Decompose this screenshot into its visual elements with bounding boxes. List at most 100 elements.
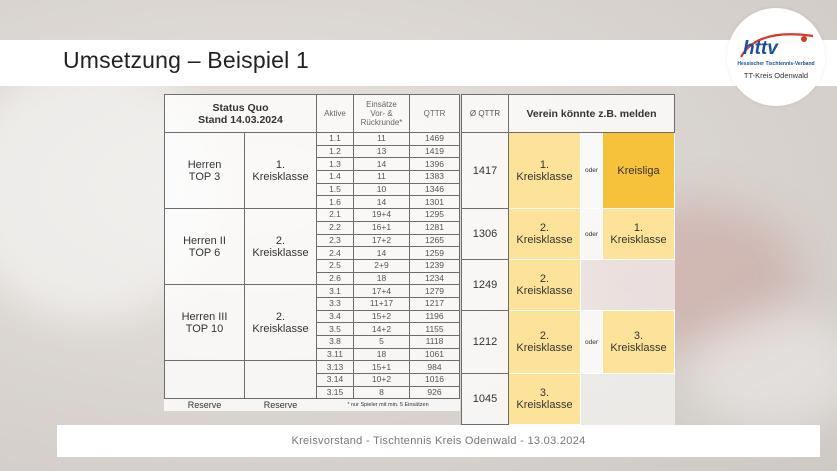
qttr-value: 1295 (409, 208, 460, 222)
player-position: 3.8 (316, 335, 354, 349)
player-position: 3.5 (316, 322, 354, 336)
recommendation-row: 1417 1. Kreisklasse oder Kreisliga (461, 131, 675, 210)
player-position: 2.1 (316, 208, 354, 222)
option-label: 3. (539, 387, 550, 400)
team-label: Herren III (181, 310, 228, 323)
recommendation-row: 1249 2. Kreisklasse (461, 258, 675, 311)
player-position: 2.6 (316, 271, 354, 286)
table-row: 3.5 14+2 1155 (165, 322, 460, 336)
einsaetze-value: 13 (353, 144, 410, 159)
qttr-value: 1239 (409, 258, 460, 273)
einsaetze-header: Einsätze Vor- & Rückrunde* (353, 94, 410, 133)
option-label: 2. (539, 330, 550, 343)
einsaetze-value: 14 (353, 157, 410, 172)
player-position: 1.2 (316, 144, 354, 159)
avg-qttr-value: 1249 (461, 258, 509, 311)
qttr-value: 1469 (409, 132, 460, 146)
option-label: Kreisklasse (516, 170, 573, 183)
avg-qttr-value: 1417 (461, 131, 509, 210)
table-row: 3.8 5 1118 (165, 335, 460, 349)
empty-cell (244, 360, 317, 400)
qttr-value: 1234 (409, 271, 460, 286)
einsaetze-value: 15+2 (353, 309, 410, 324)
option-label: Kreisklasse (610, 234, 667, 247)
avg-qttr-value: 1045 (461, 373, 509, 426)
title-bar (0, 40, 837, 86)
team-label: Herren II (183, 234, 226, 247)
qttr-value: 1061 (409, 347, 460, 362)
einsaetze-value: 11+17 (353, 296, 410, 311)
qttr-value: 1301 (409, 195, 460, 210)
player-position: 1.6 (316, 195, 354, 210)
einsaetze-value: 11 (353, 132, 410, 146)
qttr-value: 1155 (409, 322, 460, 336)
qttr-value: 1265 (409, 233, 460, 248)
league-label: 2. (275, 234, 286, 247)
einsaetze-value: 10 (353, 182, 410, 197)
team-cell: Herren III TOP 10 (164, 284, 245, 362)
player-position: 3.4 (316, 309, 354, 324)
aktive-header: Aktive (316, 94, 354, 133)
qttr-value: 1419 (409, 144, 460, 159)
player-position: 2.3 (316, 233, 354, 248)
league-label: 1. (275, 158, 286, 171)
qttr-value: 1346 (409, 182, 460, 197)
table-row: 2.2 16+1 1281 (165, 220, 460, 235)
einsaetze-value: 18 (353, 271, 410, 286)
player-position: 3.15 (316, 385, 354, 400)
qttr-value: 1016 (409, 373, 460, 387)
team-label: TOP 6 (188, 246, 221, 259)
qttr-value: 1196 (409, 309, 460, 324)
logo-mark-text: httv (743, 38, 779, 59)
oder-label: oder (580, 208, 603, 260)
option-label: 1. (539, 158, 550, 171)
league-label: Kreisklasse (252, 246, 309, 259)
option-label: Kreisklasse (516, 342, 573, 355)
option-label: 2. (539, 272, 550, 285)
player-position: 3.11 (316, 347, 354, 362)
avg-qttr-value: 1306 (461, 208, 509, 260)
recommendation-row: 1306 2. Kreisklasse oder 1. Kreisklasse (461, 208, 675, 260)
league-label: 2. (275, 310, 286, 323)
team-label: TOP 10 (185, 322, 224, 335)
table-row: 2.3 17+2 1265 (165, 233, 460, 248)
option-league: 3. Kreisklasse (508, 373, 581, 426)
table-row: 1.2 13 1419 (165, 144, 460, 159)
player-position: 3.13 (316, 360, 354, 375)
table-row: 2.4 14 1259 (165, 246, 460, 260)
option-league: 1. Kreisklasse (508, 131, 581, 210)
qttr-value: 926 (409, 385, 460, 400)
oder-label: oder (580, 131, 603, 210)
player-position: 1.4 (316, 170, 354, 184)
option-label: 2. (539, 222, 550, 235)
empty-cell (580, 373, 675, 425)
footnote: * nur Spieler mit min. 5 Einsätzen (347, 402, 429, 409)
qttr-value: 1118 (409, 335, 460, 349)
status-quo-table: Status Quo Stand 14.03.2024 Aktive Einsä… (164, 94, 460, 411)
empty-cell (164, 360, 245, 400)
player-position: 1.3 (316, 157, 354, 172)
einsaetze-value: 15+1 (353, 360, 410, 375)
qttr-value: 1383 (409, 170, 460, 184)
qttr-value: 1217 (409, 296, 460, 311)
qttr-value: 1281 (409, 220, 460, 235)
empty-cell (580, 259, 675, 311)
option-label: Kreisklasse (516, 399, 573, 412)
oder-label: oder (580, 309, 603, 375)
einsaetze-value: 18 (353, 347, 410, 362)
httv-logo-icon: httv (740, 33, 814, 59)
einsaetze-value: 5 (353, 335, 410, 349)
einsaetze-value: 11 (353, 170, 410, 184)
option-league-alt: Kreisliga (602, 131, 675, 210)
logo-badge (727, 8, 825, 106)
einsaetze-value: 10+2 (353, 373, 410, 387)
table-row: 2.5 2+9 1239 (165, 258, 460, 273)
team-label: Herren (187, 158, 222, 171)
table-row: Herren TOP 3 1. Kreisklasse 1.1 11 1469 (164, 131, 460, 210)
reserve-row: Reserve Reserve * nur Spieler mit min. 5 E… (165, 399, 460, 411)
recommendation-row: 1045 3. Kreisklasse (461, 373, 675, 426)
einsaetze-value: 17+4 (353, 284, 410, 298)
background-blur (690, 310, 837, 430)
table-row: Herren II TOP 6 2. Kreisklasse 2.1 19+4 1295 (164, 208, 460, 286)
recommendation-row: 1212 2. Kreisklasse oder 3. Kreisklasse (461, 309, 675, 375)
